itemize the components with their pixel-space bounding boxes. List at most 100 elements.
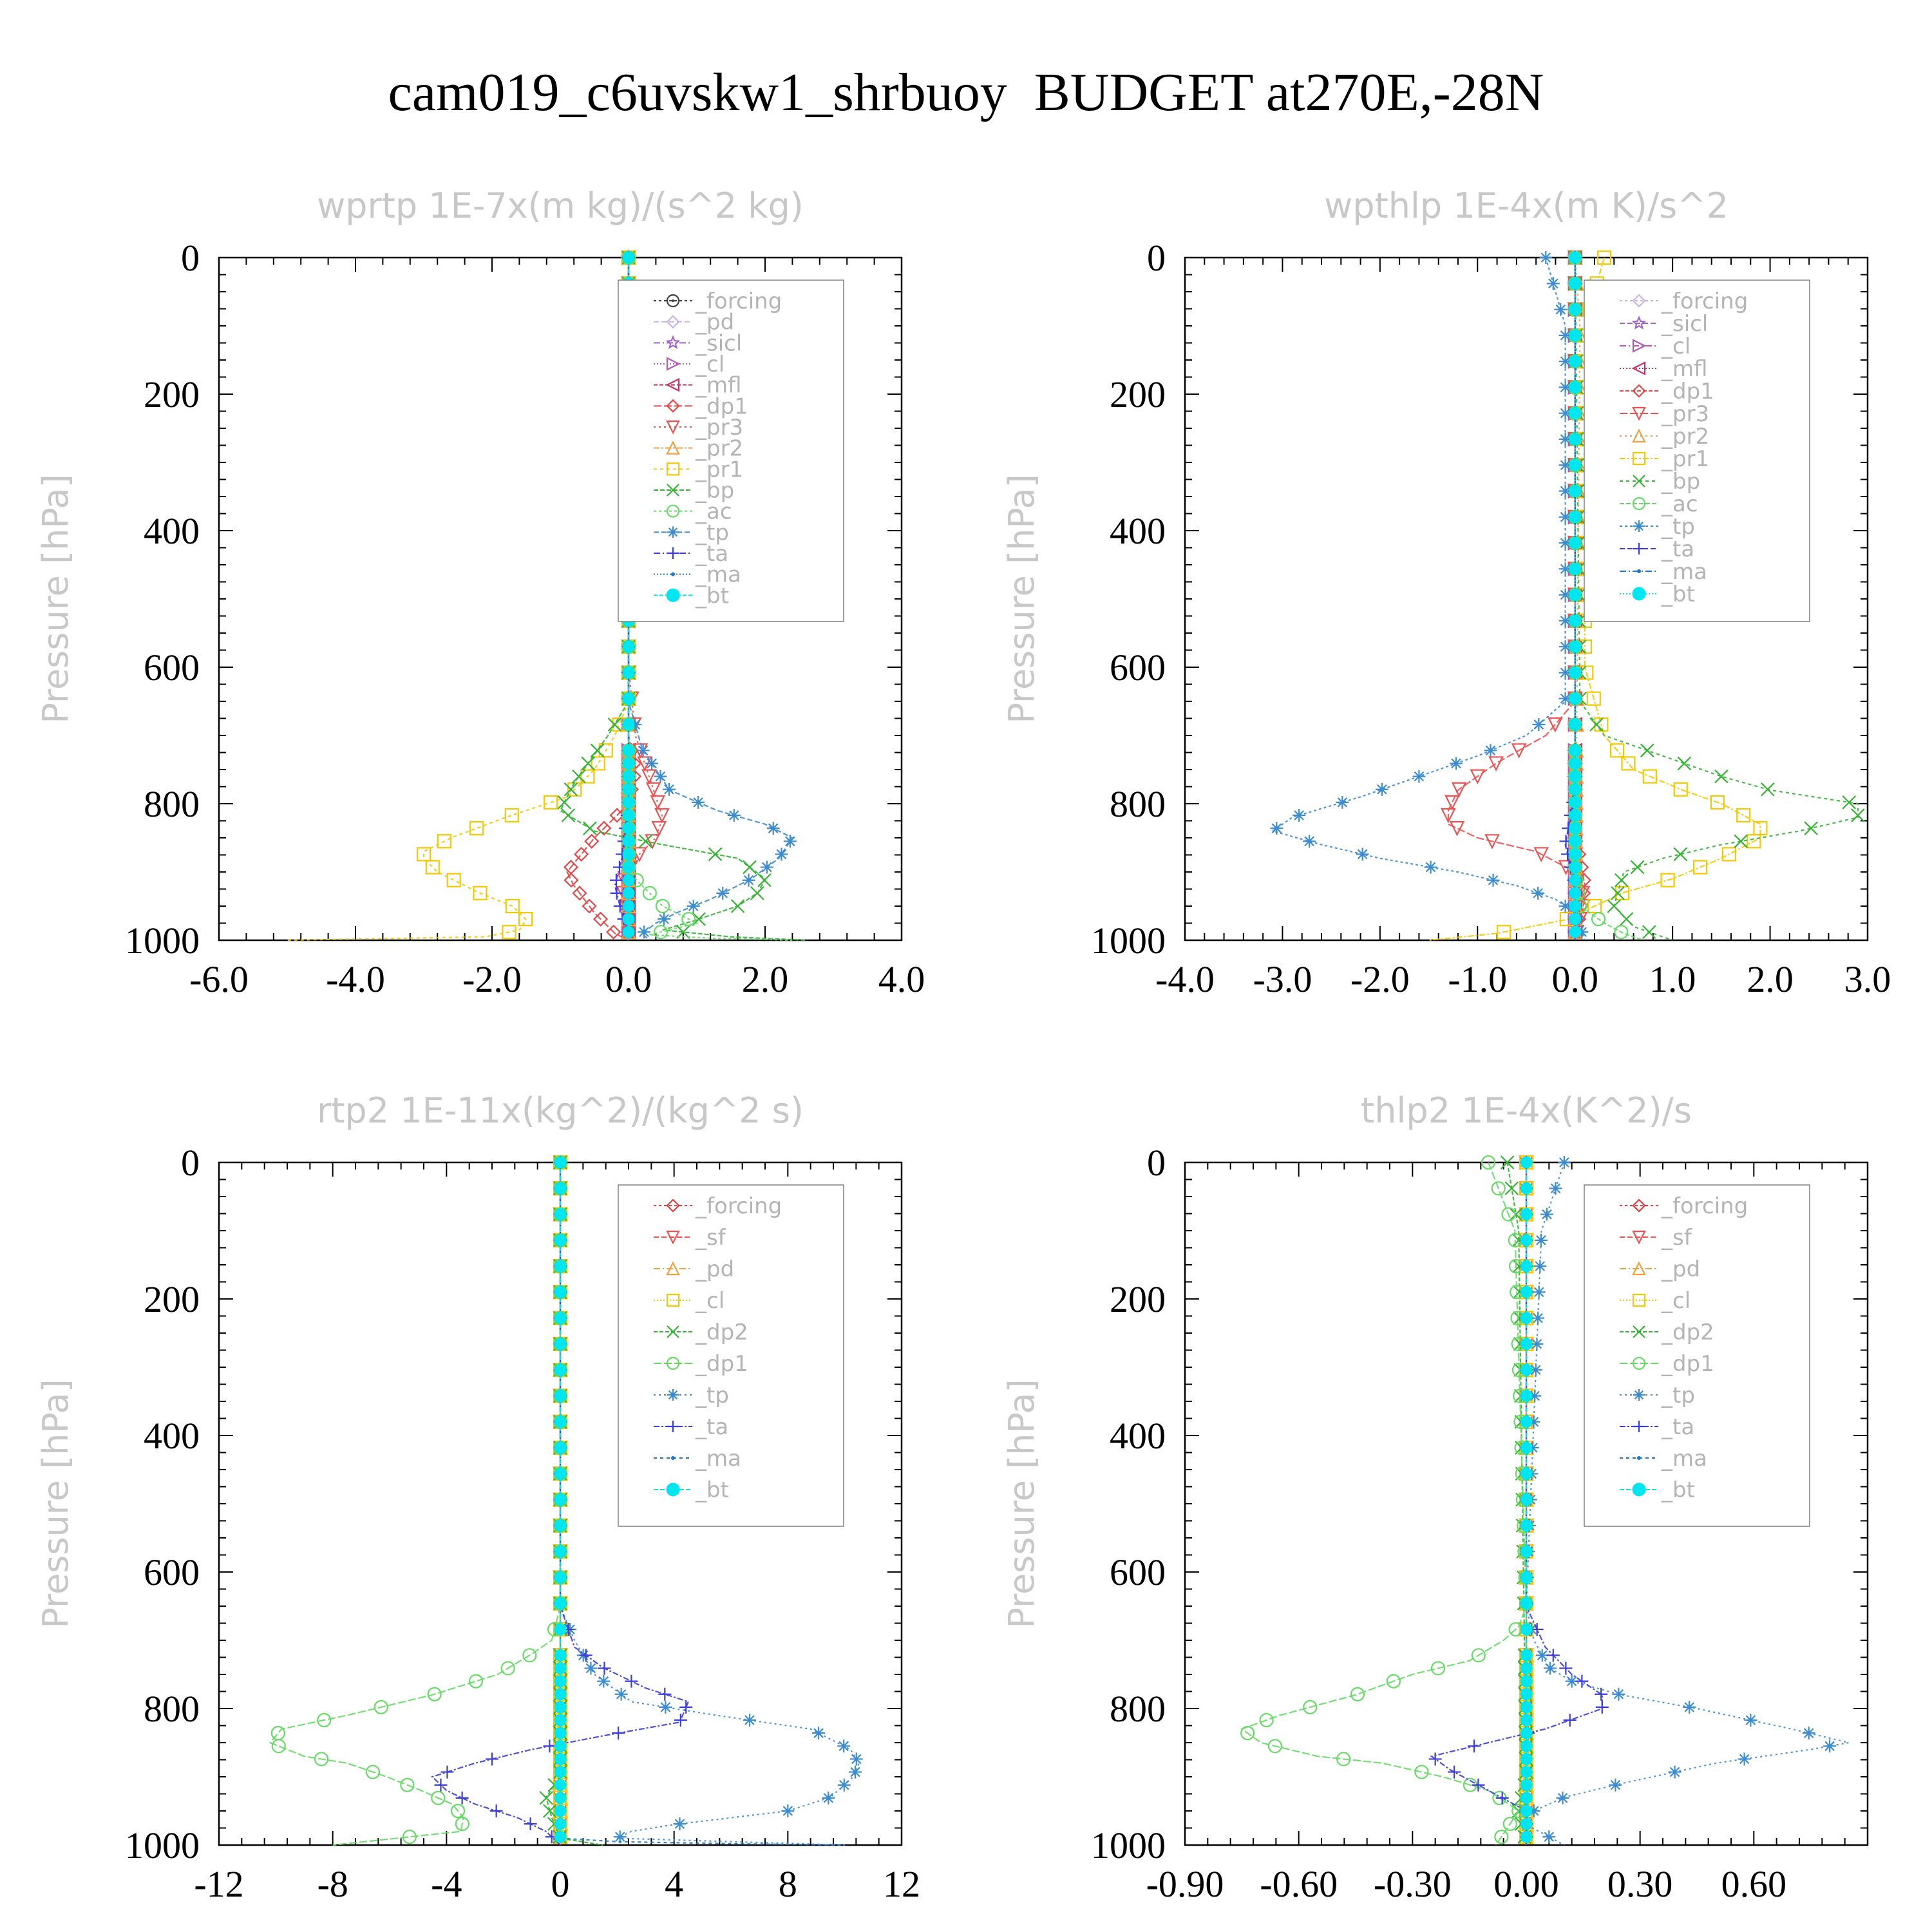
series-marker bbox=[1747, 834, 1761, 849]
series-marker bbox=[554, 1752, 567, 1765]
legend-item: _dp2 bbox=[1620, 1320, 1714, 1345]
x-tick-label: 2.0 bbox=[1747, 958, 1794, 1000]
series-marker bbox=[743, 860, 757, 875]
series-marker bbox=[1558, 640, 1572, 654]
x-tick-label: 0.30 bbox=[1607, 1863, 1673, 1905]
series-marker bbox=[416, 847, 431, 862]
legend-box bbox=[1584, 279, 1810, 622]
series-marker bbox=[1558, 406, 1572, 420]
legend-item: _dp1 bbox=[1620, 1351, 1714, 1377]
series-marker bbox=[554, 1338, 567, 1350]
series-marker bbox=[1336, 795, 1349, 809]
legend-item: _cl bbox=[654, 352, 724, 377]
legend-item: _bp bbox=[1620, 469, 1700, 495]
series-marker bbox=[1449, 821, 1465, 837]
legend-label: _dp1 bbox=[695, 393, 748, 419]
series-marker bbox=[622, 861, 635, 874]
y-tick-label: 200 bbox=[1110, 374, 1166, 415]
legend-item: _forcing bbox=[654, 1193, 782, 1219]
series-marker bbox=[554, 1493, 567, 1506]
series-marker bbox=[1520, 1727, 1533, 1739]
series-marker bbox=[622, 718, 635, 731]
series-marker bbox=[1610, 743, 1625, 758]
series-marker bbox=[1520, 1416, 1533, 1428]
series-bt bbox=[1569, 251, 1582, 940]
series-marker bbox=[1607, 899, 1622, 913]
series-marker bbox=[554, 1714, 567, 1727]
series-marker bbox=[1520, 1739, 1533, 1752]
series-marker bbox=[1520, 1792, 1533, 1804]
series-line bbox=[1271, 257, 1586, 941]
series-marker bbox=[606, 924, 621, 940]
legend-label: _ta bbox=[695, 541, 728, 567]
x-tick-label: 0.0 bbox=[1551, 958, 1598, 1000]
series-marker bbox=[1683, 1700, 1696, 1714]
series-marker bbox=[1630, 860, 1645, 875]
series-marker bbox=[612, 1727, 625, 1740]
series-marker bbox=[468, 1674, 484, 1689]
legend-marker bbox=[1632, 497, 1646, 511]
series-marker bbox=[1533, 1260, 1547, 1273]
legend-label: _bt bbox=[1661, 1477, 1695, 1503]
series-marker bbox=[1569, 744, 1582, 757]
series-dp1 bbox=[269, 1155, 568, 1846]
series-marker bbox=[1575, 925, 1589, 939]
legend-label: _dp1 bbox=[695, 1351, 748, 1377]
legend: _forcing _sf _pd _cl _dp2 _dp1 _tp _ta _ma _bt bbox=[1584, 1184, 1810, 1527]
y-tick-label: 800 bbox=[144, 783, 200, 825]
series-marker bbox=[1529, 1363, 1542, 1377]
series-marker bbox=[554, 1817, 567, 1830]
series-line bbox=[1240, 1162, 1528, 1846]
series-marker bbox=[561, 808, 576, 822]
series-marker bbox=[400, 1777, 415, 1792]
legend: _forcing_sicl_cl_mfl_dp1_pr3_pr2_pr1_bp_… bbox=[1584, 279, 1810, 622]
series-marker bbox=[554, 1285, 567, 1298]
series-marker bbox=[1472, 1778, 1485, 1792]
series-marker bbox=[1527, 1415, 1540, 1428]
y-tick-label: 1000 bbox=[125, 920, 200, 961]
legend-marker-center bbox=[672, 299, 674, 302]
series-marker bbox=[1484, 744, 1497, 757]
series-marker bbox=[1520, 1182, 1533, 1195]
series-marker bbox=[622, 900, 635, 913]
series-marker bbox=[554, 1260, 567, 1273]
y-tick-label: 0 bbox=[1147, 237, 1166, 279]
legend-label: _pr2 bbox=[1661, 424, 1709, 450]
series-marker bbox=[1569, 251, 1582, 264]
series-marker bbox=[1500, 1155, 1515, 1170]
series-marker bbox=[1569, 757, 1582, 770]
series-marker bbox=[1569, 614, 1582, 627]
legend-marker bbox=[1632, 406, 1646, 421]
legend-item: _ta bbox=[1620, 1414, 1694, 1440]
series-marker bbox=[1336, 1752, 1351, 1766]
x-tick-label: -2.0 bbox=[1350, 958, 1410, 1000]
legend-marker bbox=[666, 1356, 680, 1370]
series-marker bbox=[1594, 717, 1609, 732]
legend-marker bbox=[1632, 1482, 1646, 1497]
legend-item: _pd bbox=[654, 1256, 734, 1282]
legend-marker bbox=[666, 294, 680, 308]
series-marker bbox=[543, 1804, 557, 1818]
series-marker bbox=[1609, 1778, 1622, 1792]
series-marker bbox=[450, 1803, 466, 1819]
x-tick-label: 0 bbox=[551, 1863, 570, 1905]
legend-marker bbox=[1632, 339, 1647, 353]
series-marker bbox=[427, 1687, 442, 1701]
legend-marker bbox=[667, 484, 679, 497]
series-marker bbox=[434, 1778, 448, 1792]
series-ta bbox=[1428, 1156, 1609, 1845]
series-marker bbox=[1546, 1649, 1560, 1662]
series-marker bbox=[609, 808, 625, 823]
panel-title: wprtp 1E-7x(m kg)/(s^2 kg) bbox=[317, 185, 804, 226]
series-marker bbox=[1558, 588, 1572, 601]
series-marker bbox=[1470, 769, 1486, 785]
series-marker bbox=[1520, 1338, 1533, 1350]
legend-item: _ma bbox=[1620, 559, 1707, 585]
series-marker bbox=[687, 900, 700, 913]
legend-label: _forcing bbox=[695, 289, 782, 314]
series-marker bbox=[583, 821, 597, 835]
series-line bbox=[287, 258, 630, 942]
series-marker bbox=[1612, 1687, 1625, 1701]
legend-item: _forcing bbox=[654, 289, 782, 314]
series-marker bbox=[1520, 1312, 1533, 1325]
